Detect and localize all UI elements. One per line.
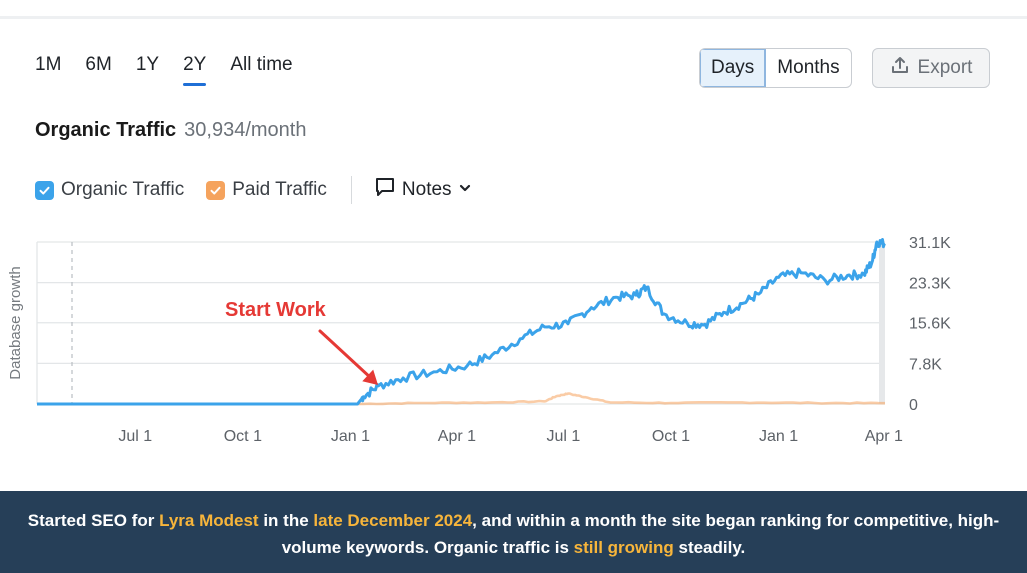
chart-legend: Organic Traffic Paid Traffic Notes bbox=[35, 176, 472, 204]
range-tabs: 1M 6M 1Y 2Y All time bbox=[35, 54, 317, 86]
y-tick-label: 0 bbox=[909, 397, 918, 414]
export-button[interactable]: Export bbox=[872, 48, 990, 88]
x-axis-ticks: Jul 1 Oct 1 Jan 1 Apr 1 Jul 1 Oct 1 Jan 1 Apr 1 bbox=[118, 428, 903, 445]
range-tab-2y[interactable]: 2Y bbox=[183, 54, 207, 86]
metric-title: Organic Traffic bbox=[35, 119, 177, 141]
page-title: Organic Traffic 30,934/month bbox=[35, 119, 306, 142]
legend-divider bbox=[350, 176, 352, 204]
x-tick-label: Oct 1 bbox=[652, 428, 690, 445]
comment-icon bbox=[374, 176, 396, 204]
checkbox-checked-icon bbox=[206, 180, 226, 200]
y-tick-label: 31.1K bbox=[909, 235, 951, 252]
caption-text-4: steadily. bbox=[673, 538, 746, 557]
caption-banner: Started SEO for Lyra Modest in the late … bbox=[0, 491, 1027, 573]
x-tick-label: Jul 1 bbox=[546, 428, 580, 445]
range-tab-1y[interactable]: 1Y bbox=[135, 54, 160, 75]
legend-organic-label: Organic Traffic bbox=[61, 179, 185, 200]
caption-highlight-brand: Lyra Modest bbox=[159, 511, 259, 530]
top-divider bbox=[0, 16, 1027, 19]
left-axis-label: Database growth bbox=[7, 266, 24, 379]
legend-organic-traffic[interactable]: Organic Traffic bbox=[35, 179, 184, 201]
chart-right-shade bbox=[879, 242, 885, 404]
x-tick-label: Oct 1 bbox=[224, 428, 262, 445]
upload-icon bbox=[890, 55, 910, 81]
series-line-organic-traffic bbox=[37, 238, 886, 406]
granularity-toggle: Days Months bbox=[699, 48, 852, 88]
notes-dropdown[interactable]: Notes bbox=[374, 176, 472, 204]
range-tab-6m[interactable]: 6M bbox=[85, 54, 112, 75]
y-tick-label: 7.8K bbox=[909, 356, 942, 373]
caption-text-2: in the bbox=[258, 511, 314, 530]
caption-text-1: Started SEO for bbox=[27, 511, 160, 530]
legend-paid-traffic[interactable]: Paid Traffic bbox=[206, 179, 327, 201]
export-label: Export bbox=[917, 57, 973, 78]
y-tick-label: 23.3K bbox=[909, 276, 951, 293]
metric-value: 30,934/month bbox=[184, 119, 307, 141]
notes-label: Notes bbox=[401, 179, 452, 200]
range-tab-1m[interactable]: 1M bbox=[35, 54, 62, 75]
days-button[interactable]: Days bbox=[700, 49, 767, 87]
x-tick-label: Apr 1 bbox=[865, 428, 903, 445]
traffic-chart: Database growth 0 7.8K 15.6K 23.3K 31.1K Jul… bbox=[7, 235, 951, 445]
series-line-paid-traffic bbox=[37, 392, 886, 406]
chevron-down-icon bbox=[458, 179, 472, 201]
x-tick-label: Jan 1 bbox=[331, 428, 370, 445]
range-tab-all-time[interactable]: All time bbox=[230, 54, 293, 75]
x-tick-label: Apr 1 bbox=[438, 428, 476, 445]
x-tick-label: Jan 1 bbox=[759, 428, 798, 445]
chart-grid bbox=[36, 241, 885, 405]
checkbox-checked-icon bbox=[35, 180, 54, 200]
annotation-start-work: Start Work bbox=[225, 299, 327, 321]
caption-text-3: , and within a month the site began rank… bbox=[281, 511, 1000, 557]
x-tick-label: Jul 1 bbox=[118, 428, 152, 445]
y-tick-label: 15.6K bbox=[909, 316, 951, 333]
y-axis-ticks: 0 7.8K 15.6K 23.3K 31.1K bbox=[909, 235, 951, 414]
caption-highlight-date: late December 2024 bbox=[313, 511, 473, 530]
months-button[interactable]: Months bbox=[777, 57, 840, 78]
annotation-arrow-icon bbox=[318, 329, 378, 385]
legend-paid-label: Paid Traffic bbox=[232, 179, 327, 200]
caption-highlight-growing: still growing bbox=[573, 538, 674, 557]
